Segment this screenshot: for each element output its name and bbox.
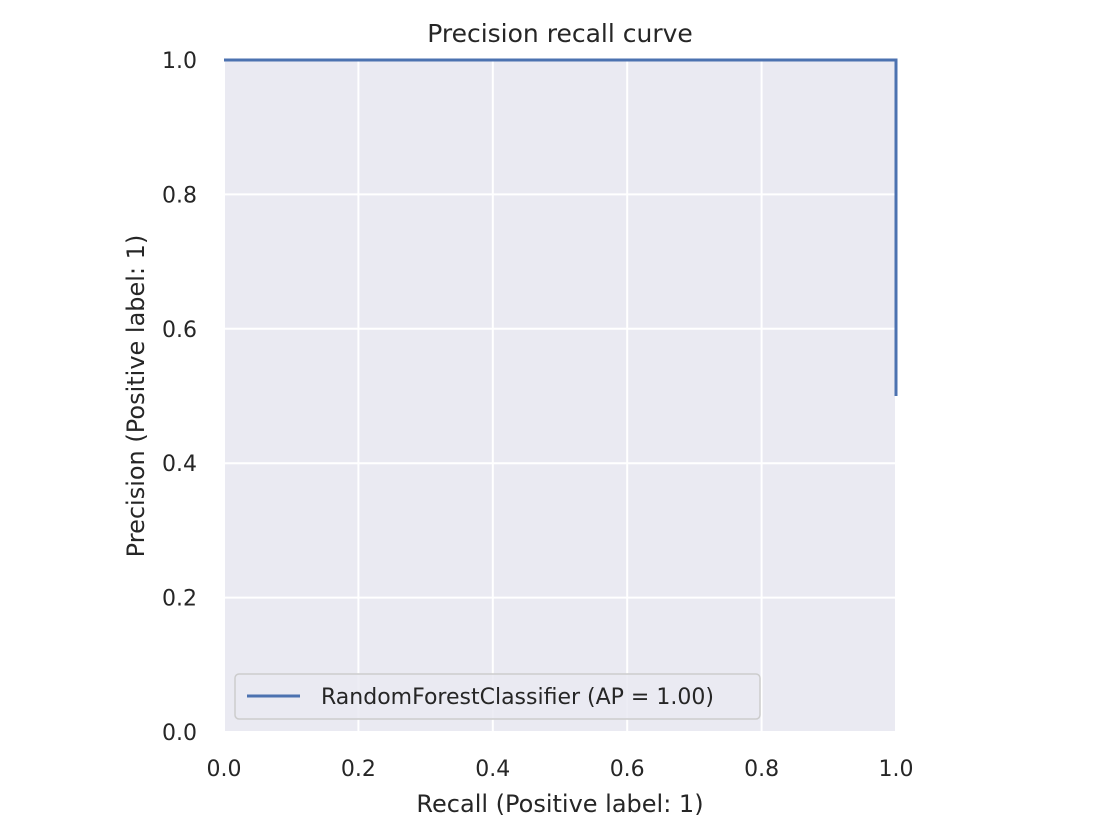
y-tick-label-2: 0.4 xyxy=(162,452,197,477)
legend-box xyxy=(234,673,761,720)
x-tick-label-2: 0.4 xyxy=(475,757,510,782)
y-axis-title: Precision (Positive label: 1) xyxy=(122,235,150,558)
legend-label: RandomForestClassifier (AP = 1.00) xyxy=(321,685,714,710)
legend: RandomForestClassifier (AP = 1.00) xyxy=(234,673,761,720)
y-tick-labels: 0.0 0.2 0.4 0.6 0.8 1.0 xyxy=(162,49,197,746)
y-tick-label-0: 0.0 xyxy=(162,721,197,746)
y-tick-label-4: 0.8 xyxy=(162,183,197,208)
y-tick-label-3: 0.6 xyxy=(162,318,197,343)
y-tick-label-5: 1.0 xyxy=(162,49,197,74)
series-line-0 xyxy=(224,58,898,396)
plot-background xyxy=(224,60,896,732)
y-tick-label-1: 0.2 xyxy=(162,587,197,612)
x-tick-label-1: 0.2 xyxy=(341,757,376,782)
x-tick-labels: 0.0 0.2 0.4 0.6 0.8 1.0 xyxy=(207,757,914,782)
series-group xyxy=(224,58,898,396)
chart-title: Precision recall curve xyxy=(427,19,693,48)
x-tick-label-3: 0.6 xyxy=(610,757,645,782)
x-tick-label-5: 1.0 xyxy=(879,757,914,782)
x-axis-title: Recall (Positive label: 1) xyxy=(416,790,703,818)
x-tick-label-0: 0.0 xyxy=(207,757,242,782)
x-tick-label-4: 0.8 xyxy=(744,757,779,782)
